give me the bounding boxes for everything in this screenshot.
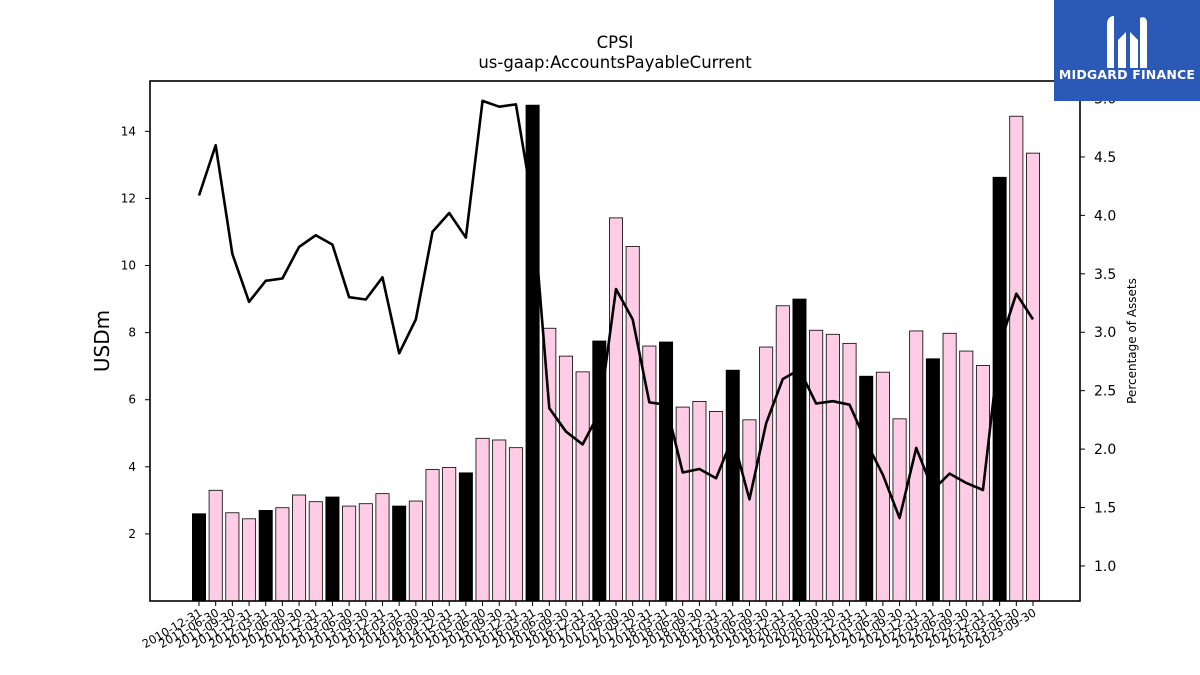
bar xyxy=(358,503,373,602)
y2-tick-label: 3.5 xyxy=(1094,267,1116,283)
bar xyxy=(325,496,340,602)
bar xyxy=(675,406,690,602)
bar xyxy=(659,341,674,602)
bar xyxy=(408,500,423,602)
y2-tick-label: 4.0 xyxy=(1094,208,1116,224)
y-tick-label: 10 xyxy=(121,259,136,273)
bar xyxy=(892,418,907,602)
bar xyxy=(692,400,707,602)
bar xyxy=(759,346,774,602)
bar xyxy=(942,332,957,602)
bar xyxy=(709,411,724,602)
percentage-of-assets-line xyxy=(197,99,1035,520)
bar xyxy=(859,375,874,602)
bar xyxy=(508,447,523,602)
bar xyxy=(742,419,757,602)
bar xyxy=(558,355,573,602)
bar xyxy=(242,518,257,602)
y-axis-label: USDm xyxy=(90,310,114,372)
bar xyxy=(225,512,240,602)
bar xyxy=(825,333,840,602)
midgard-logo-icon xyxy=(1107,16,1147,68)
chart-title: CPSI xyxy=(597,33,634,52)
y-tick-label: 12 xyxy=(121,191,136,205)
y-tick-label: 2 xyxy=(128,527,136,541)
plot-frame xyxy=(149,80,1081,602)
bar xyxy=(208,489,223,602)
bar xyxy=(842,342,857,602)
bar xyxy=(575,371,590,602)
bar xyxy=(258,510,273,602)
bar xyxy=(809,329,824,602)
bar xyxy=(609,217,624,602)
bar-series xyxy=(191,104,1041,602)
bar xyxy=(425,469,440,602)
bar xyxy=(1009,115,1024,602)
bar xyxy=(542,327,557,602)
logo-text: MIDGARD FINANCE xyxy=(1058,67,1196,82)
bar xyxy=(625,245,640,602)
chart-subtitle: us-gaap:AccountsPayableCurrent xyxy=(478,53,752,72)
bar xyxy=(342,505,357,602)
y2-tick-label: 2.0 xyxy=(1094,442,1116,458)
y2-tick-label: 2.5 xyxy=(1094,384,1116,400)
y-axis-right: 1.01.52.02.53.03.54.04.55.0 xyxy=(1080,92,1116,575)
bar xyxy=(392,505,407,602)
y-tick-label: 14 xyxy=(121,124,136,138)
bar xyxy=(1026,152,1041,602)
bar xyxy=(442,467,457,602)
bar xyxy=(375,493,390,602)
y2-axis-label: Percentage of Assets xyxy=(1125,278,1139,404)
bar xyxy=(492,439,507,602)
y-axis-left: 2 4 6 8 10 12 14 xyxy=(121,124,150,541)
bar xyxy=(308,501,323,602)
y2-tick-label: 3.0 xyxy=(1094,325,1116,341)
y2-tick-label: 1.5 xyxy=(1094,501,1116,517)
bar xyxy=(292,494,307,602)
y2-tick-label: 1.0 xyxy=(1094,559,1116,575)
bar xyxy=(959,350,974,602)
y-tick-label: 4 xyxy=(128,460,136,474)
bar xyxy=(191,513,206,602)
midgard-finance-logo: MIDGARD FINANCE xyxy=(1054,0,1200,101)
y-tick-label: 6 xyxy=(128,393,136,407)
bar xyxy=(775,305,790,602)
bar xyxy=(725,369,740,602)
bar xyxy=(475,437,490,602)
bar xyxy=(458,472,473,602)
bar xyxy=(275,507,290,602)
x-axis: 2010-12-312011-06-302011-09-302011-12-31… xyxy=(140,601,1039,651)
y2-tick-label: 4.5 xyxy=(1094,150,1116,166)
bar xyxy=(792,298,807,602)
y-tick-label: 8 xyxy=(128,326,136,340)
